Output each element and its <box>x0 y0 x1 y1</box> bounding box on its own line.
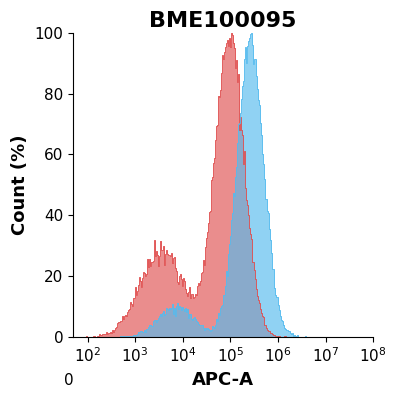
Title: BME100095: BME100095 <box>150 11 297 31</box>
X-axis label: APC-A: APC-A <box>192 371 254 389</box>
Text: 0: 0 <box>64 374 73 388</box>
Y-axis label: Count (%): Count (%) <box>11 134 29 235</box>
